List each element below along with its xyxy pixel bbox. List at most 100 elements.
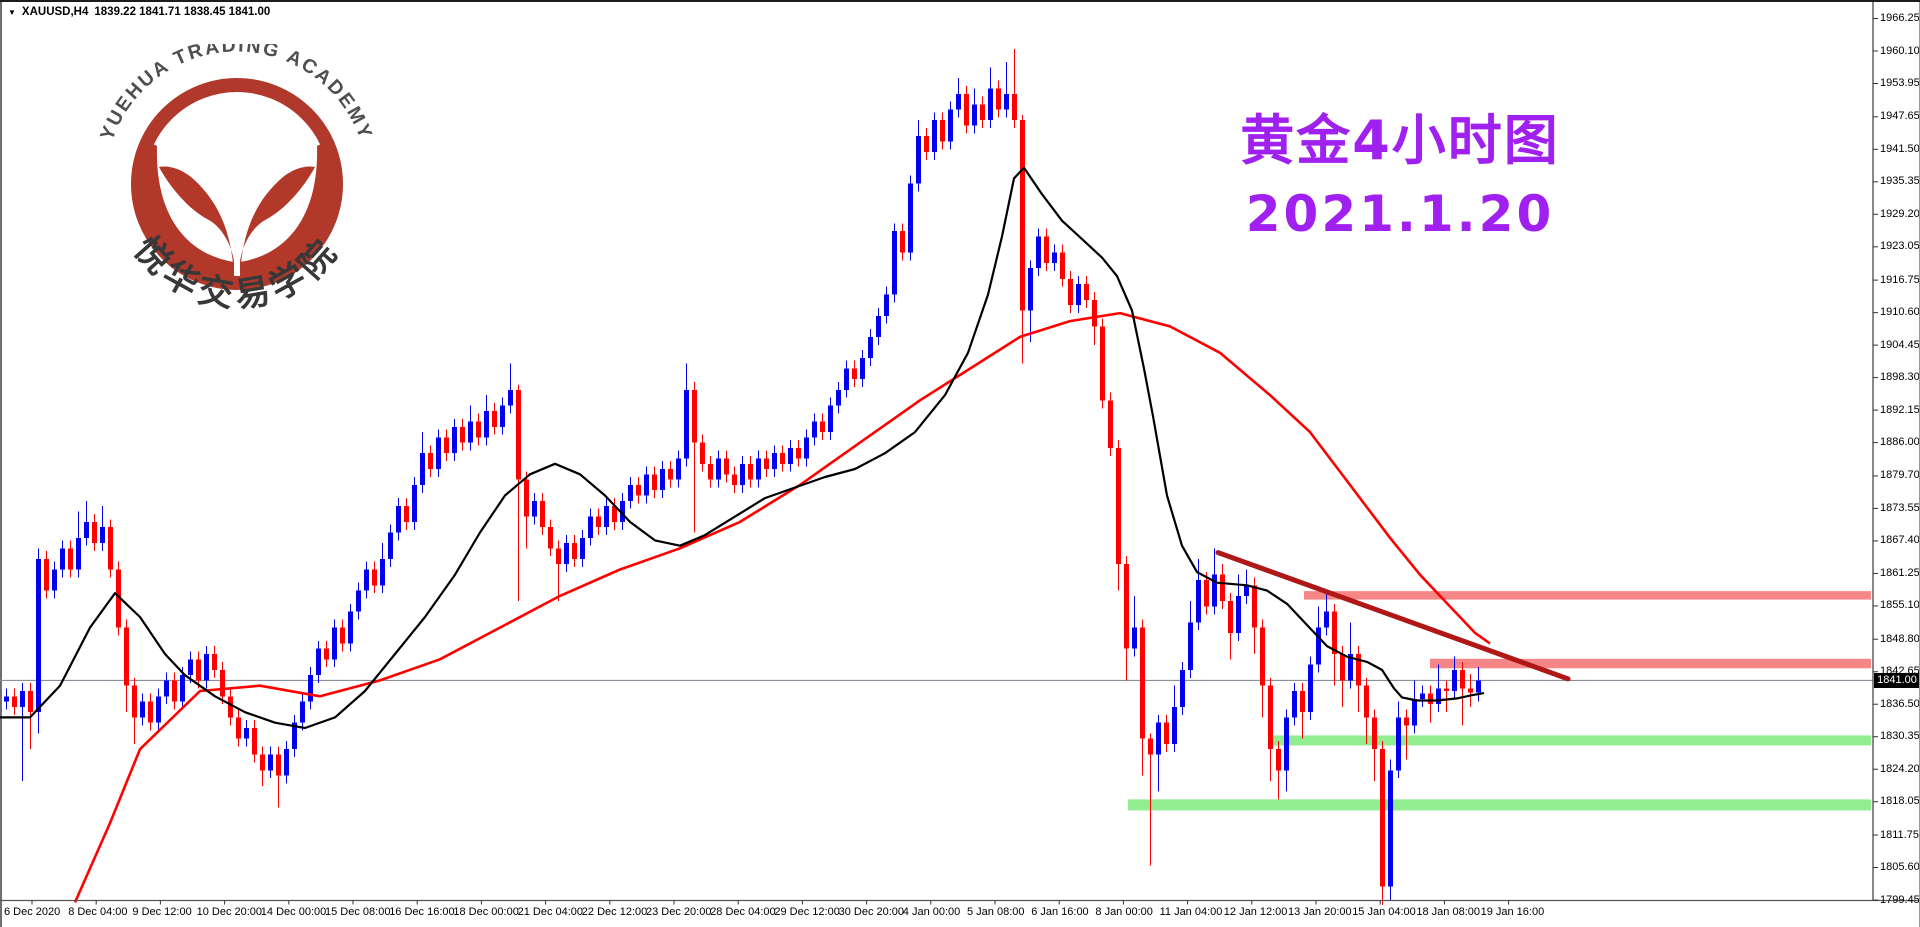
time-axis-label: 28 Dec 04:00: [710, 906, 776, 918]
candle-body: [308, 675, 313, 702]
symbol-dropdown-icon[interactable]: ▼: [8, 7, 16, 17]
candle-body: [60, 548, 65, 570]
time-axis-label: 8 Dec 04:00: [68, 906, 128, 918]
candle-body: [1220, 574, 1225, 602]
candle-body: [348, 611, 353, 644]
candle-body: [1372, 717, 1377, 750]
candle-body: [564, 543, 569, 565]
candle-body: [756, 458, 761, 480]
candle-body: [924, 136, 929, 152]
candle-body: [468, 421, 473, 443]
candle-body: [1036, 236, 1041, 269]
candle-body: [244, 728, 249, 739]
candle-body: [140, 701, 145, 718]
candle-body: [1212, 574, 1217, 607]
price-axis-label: 1867.40: [1880, 534, 1920, 547]
candle-body: [708, 463, 713, 480]
time-axis-label: 22 Dec 12:00: [581, 906, 648, 918]
candle-body: [156, 696, 161, 723]
candle-body: [908, 183, 913, 253]
candle-body: [84, 521, 89, 538]
candle-body: [1092, 299, 1097, 327]
candle-body: [1084, 284, 1089, 300]
candle-body: [828, 405, 833, 433]
price-axis-label: 1960.10: [1880, 44, 1920, 57]
candle-body: [124, 627, 129, 686]
zones: [1128, 591, 1871, 811]
candle-body: [852, 368, 857, 380]
candle-body: [748, 463, 753, 480]
candle-body: [68, 548, 73, 570]
candle-body: [1284, 717, 1289, 771]
candle-body: [436, 437, 441, 470]
candle-body: [1188, 622, 1193, 670]
candle-body: [900, 231, 905, 253]
candle-body: [268, 754, 273, 771]
candle-body: [36, 558, 41, 713]
candle-body: [364, 569, 369, 591]
candle-body: [236, 717, 241, 739]
candle-body: [100, 527, 105, 544]
candle-body: [1076, 284, 1081, 306]
price-axis-label: 1873.55: [1880, 501, 1920, 514]
candle-body: [548, 527, 553, 549]
current-price-tag: 1841.00: [1874, 672, 1920, 688]
candle-body: [1004, 93, 1009, 110]
candle-body: [1300, 691, 1305, 713]
ma-fast-line: [0, 166, 1485, 730]
time-axis-label: 29 Dec 12:00: [774, 906, 840, 918]
candle-body: [332, 627, 337, 660]
candle-body: [668, 469, 673, 480]
candle-body: [284, 749, 289, 776]
candle-body: [804, 437, 809, 459]
price-axis-label: 1848.80: [1880, 632, 1920, 645]
resistance-zone-upper: [1304, 591, 1871, 600]
candle-body: [964, 93, 969, 126]
resistance-zone-lower: [1430, 658, 1871, 669]
candle-body: [252, 728, 257, 755]
candle-body: [1052, 252, 1057, 263]
candle-body: [1236, 595, 1241, 633]
candle-body: [1276, 749, 1281, 771]
candle-body: [1140, 627, 1145, 739]
logo-cn-text: 悦华交易学院: [126, 229, 343, 316]
candle-body: [1332, 611, 1337, 655]
descending-trendline[interactable]: [1215, 550, 1571, 682]
time-axis-label: 15 Jan 04:00: [1352, 906, 1416, 918]
candle-body: [876, 315, 881, 337]
candle-body: [772, 453, 777, 470]
candle-body: [92, 521, 97, 544]
time-axis-label: 10 Dec 20:00: [196, 906, 263, 918]
price-axis-label: 1898.30: [1880, 371, 1920, 384]
candle-body: [404, 506, 409, 522]
candle-body: [492, 410, 497, 427]
candle-body: [44, 558, 49, 591]
candle-body: [732, 474, 737, 485]
candle-body: [1204, 580, 1209, 607]
candle-body: [892, 231, 897, 295]
price-axis-label: 1947.65: [1880, 110, 1920, 123]
candle-body: [1444, 688, 1449, 692]
candle-body: [116, 569, 121, 628]
candle-body: [684, 389, 689, 459]
time-axis-label: 12 Jan 12:00: [1223, 906, 1288, 918]
candle-body: [1356, 654, 1361, 686]
price-axis-label: 1904.45: [1880, 338, 1920, 351]
logo-ring: [131, 78, 343, 290]
candle-body: [844, 368, 849, 390]
candle-body: [780, 453, 785, 464]
candle-body: [1228, 601, 1233, 633]
price-axis-label: 1861.25: [1880, 566, 1920, 579]
candle-body: [1380, 749, 1385, 887]
candle-body: [204, 654, 209, 681]
candle-body: [1180, 669, 1185, 707]
candle-body: [660, 469, 665, 491]
time-axis-label: 4 Jan 00:00: [902, 906, 961, 918]
candle-body: [1460, 669, 1465, 689]
candle-body: [484, 410, 489, 438]
candle-body: [596, 516, 601, 528]
candle-body: [1116, 447, 1121, 565]
candle-body: [1292, 691, 1297, 718]
